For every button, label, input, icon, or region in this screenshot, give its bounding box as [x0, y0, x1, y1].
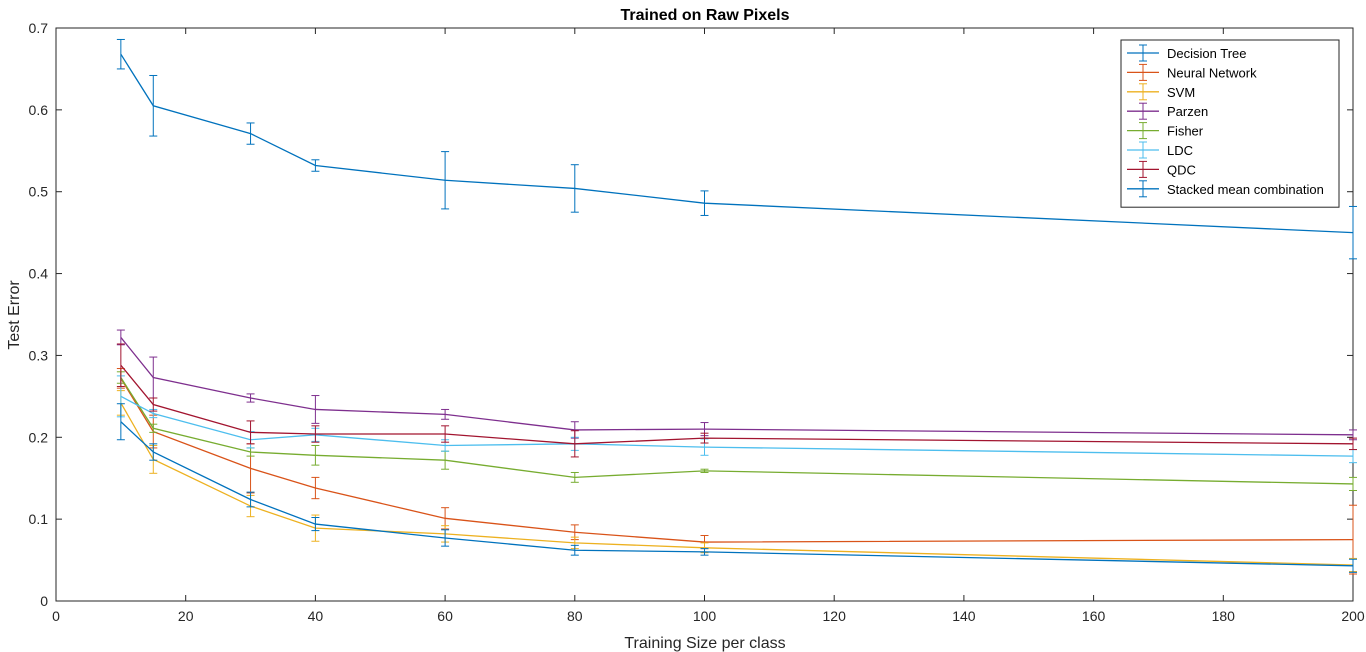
x-tick-label: 140 — [952, 608, 976, 624]
series-0 — [116, 38, 1357, 260]
y-tick-label: 0.4 — [29, 266, 49, 282]
series-line — [120, 395, 1354, 457]
legend-label: Decision Tree — [1167, 46, 1246, 61]
y-tick-label: 0.2 — [29, 429, 49, 445]
x-tick-label: 40 — [308, 608, 324, 624]
x-tick-label: 200 — [1341, 608, 1365, 624]
legend-label: LDC — [1167, 143, 1193, 158]
chart-title: Trained on Raw Pixels — [621, 7, 790, 24]
series-3 — [116, 329, 1357, 441]
x-tick-label: 60 — [437, 608, 453, 624]
series-line — [120, 337, 1354, 436]
legend-box — [1120, 39, 1340, 208]
y-tick-label: 0.5 — [29, 184, 49, 200]
series-7 — [116, 403, 1357, 573]
legend-label: Fisher — [1167, 124, 1204, 139]
x-tick-label: 80 — [567, 608, 583, 624]
legend-label: SVM — [1167, 85, 1195, 100]
plot-area: 0 20 40 60 80 100 120 140 160 180 200 0 0.1 0.2 0.3 0.4… — [29, 20, 1365, 624]
x-tick-label: 20 — [178, 608, 194, 624]
series-line — [120, 364, 1354, 445]
y-tick-label: 0.6 — [29, 102, 49, 118]
x-tick-label: 180 — [1212, 608, 1236, 624]
y-tick-label: 0 — [40, 593, 48, 609]
x-tick-label: 160 — [1082, 608, 1106, 624]
y-tick-label: 0.3 — [29, 347, 49, 363]
legend-label: Neural Network — [1167, 65, 1257, 80]
series-line — [120, 377, 1354, 485]
legend: Decision Tree Neural Network SVM Parzen Fish… — [1120, 39, 1340, 208]
series-line — [120, 53, 1354, 234]
x-axis-title: Training Size per class — [624, 635, 785, 652]
series-6 — [116, 343, 1357, 458]
series-line — [120, 378, 1354, 543]
x-tick-label: 100 — [693, 608, 717, 624]
y-tick-label: 0.1 — [29, 511, 49, 527]
y-tick-label: 0.7 — [29, 20, 49, 36]
legend-label: Stacked mean combination — [1167, 182, 1324, 197]
y-axis-title: Test Error — [6, 280, 23, 350]
legend-label: Parzen — [1167, 104, 1208, 119]
x-tick-label: 120 — [823, 608, 847, 624]
legend-label: QDC — [1167, 162, 1196, 177]
x-tick-label: 0 — [52, 608, 60, 624]
series-line — [120, 421, 1354, 567]
